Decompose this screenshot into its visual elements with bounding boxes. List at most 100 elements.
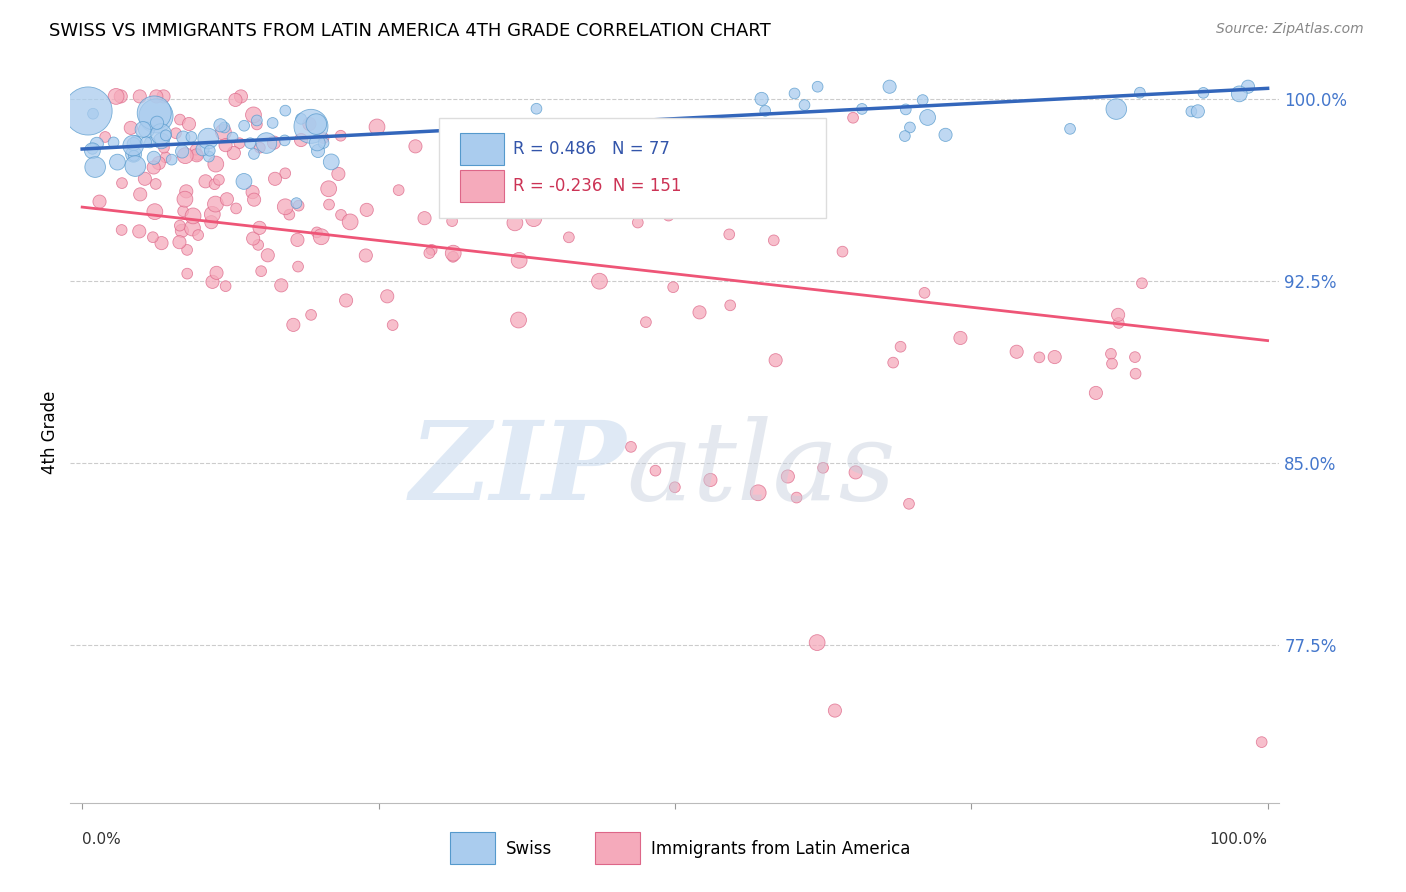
Point bbox=[111, 223, 134, 237]
Point bbox=[198, 144, 221, 158]
Point bbox=[145, 89, 167, 103]
Point bbox=[786, 491, 808, 505]
Point bbox=[807, 79, 830, 94]
Point bbox=[165, 126, 187, 140]
Point bbox=[718, 298, 741, 312]
Point bbox=[413, 211, 436, 226]
Text: R = 0.486   N = 77: R = 0.486 N = 77 bbox=[513, 140, 669, 158]
Point bbox=[122, 138, 145, 153]
Point bbox=[1250, 735, 1272, 749]
Point bbox=[754, 103, 776, 118]
Point bbox=[806, 635, 828, 649]
Point bbox=[82, 107, 104, 121]
Point bbox=[762, 233, 785, 247]
Point bbox=[181, 209, 204, 223]
Point bbox=[174, 185, 197, 199]
Point bbox=[204, 197, 226, 211]
Point bbox=[335, 293, 357, 308]
Point bbox=[262, 116, 284, 130]
Point bbox=[285, 196, 308, 211]
Point bbox=[145, 177, 167, 191]
Point bbox=[509, 137, 531, 152]
Point bbox=[278, 208, 301, 222]
Point bbox=[250, 264, 273, 278]
Point bbox=[107, 155, 129, 169]
Point bbox=[170, 224, 193, 238]
Point bbox=[718, 227, 741, 242]
Text: atlas: atlas bbox=[627, 416, 896, 524]
Point bbox=[375, 289, 398, 303]
Point bbox=[620, 440, 643, 454]
Point bbox=[270, 278, 292, 293]
Point bbox=[263, 136, 285, 150]
Point bbox=[110, 89, 132, 103]
Point bbox=[526, 102, 548, 116]
Point bbox=[208, 173, 231, 187]
Point bbox=[247, 238, 270, 252]
Point bbox=[145, 109, 167, 123]
Point bbox=[172, 130, 194, 145]
Point bbox=[111, 176, 134, 190]
Point bbox=[693, 175, 716, 189]
Point bbox=[246, 113, 269, 128]
Point bbox=[503, 216, 526, 230]
Point bbox=[233, 119, 256, 133]
Point bbox=[441, 214, 464, 228]
Point bbox=[831, 244, 853, 259]
Point bbox=[404, 139, 426, 153]
Point bbox=[287, 199, 309, 213]
Point bbox=[783, 87, 806, 101]
Point bbox=[1187, 104, 1209, 119]
Point bbox=[132, 122, 155, 136]
Point bbox=[290, 133, 312, 147]
Point bbox=[124, 134, 146, 148]
Point bbox=[82, 142, 104, 156]
Text: Immigrants from Latin America: Immigrants from Latin America bbox=[651, 839, 910, 858]
Point bbox=[143, 106, 166, 120]
Point bbox=[309, 229, 332, 244]
Point bbox=[1192, 86, 1215, 100]
Point bbox=[249, 220, 271, 235]
Point bbox=[143, 204, 166, 219]
Point bbox=[215, 192, 238, 206]
Point bbox=[1043, 350, 1066, 364]
Point bbox=[152, 89, 174, 103]
Point bbox=[204, 157, 226, 171]
Point bbox=[214, 279, 236, 293]
Point bbox=[882, 356, 904, 370]
Point bbox=[898, 120, 921, 135]
Point bbox=[588, 274, 610, 288]
Point bbox=[1180, 104, 1202, 119]
Point bbox=[180, 129, 202, 144]
Point bbox=[627, 215, 650, 229]
Point bbox=[523, 211, 546, 226]
Point bbox=[249, 141, 271, 155]
Point bbox=[917, 111, 939, 125]
Point bbox=[1005, 344, 1028, 359]
Point bbox=[187, 228, 209, 243]
Point bbox=[1227, 87, 1250, 101]
Point bbox=[254, 136, 277, 150]
Point bbox=[305, 226, 328, 240]
Point bbox=[808, 136, 831, 150]
Point bbox=[191, 142, 214, 156]
Point bbox=[169, 112, 191, 127]
Point bbox=[201, 207, 224, 221]
Point bbox=[204, 178, 226, 192]
Point bbox=[508, 253, 530, 268]
Point bbox=[155, 128, 177, 143]
Point bbox=[785, 165, 807, 179]
Point bbox=[197, 131, 219, 145]
Point bbox=[845, 466, 868, 480]
Point bbox=[172, 204, 194, 219]
Point bbox=[142, 151, 165, 165]
Point bbox=[243, 147, 266, 161]
Point bbox=[222, 145, 245, 160]
Point bbox=[77, 103, 100, 118]
Point bbox=[176, 243, 198, 257]
Point bbox=[842, 111, 865, 125]
Point bbox=[307, 144, 329, 158]
Point bbox=[793, 98, 815, 112]
Point bbox=[298, 117, 321, 131]
Point bbox=[318, 182, 340, 196]
